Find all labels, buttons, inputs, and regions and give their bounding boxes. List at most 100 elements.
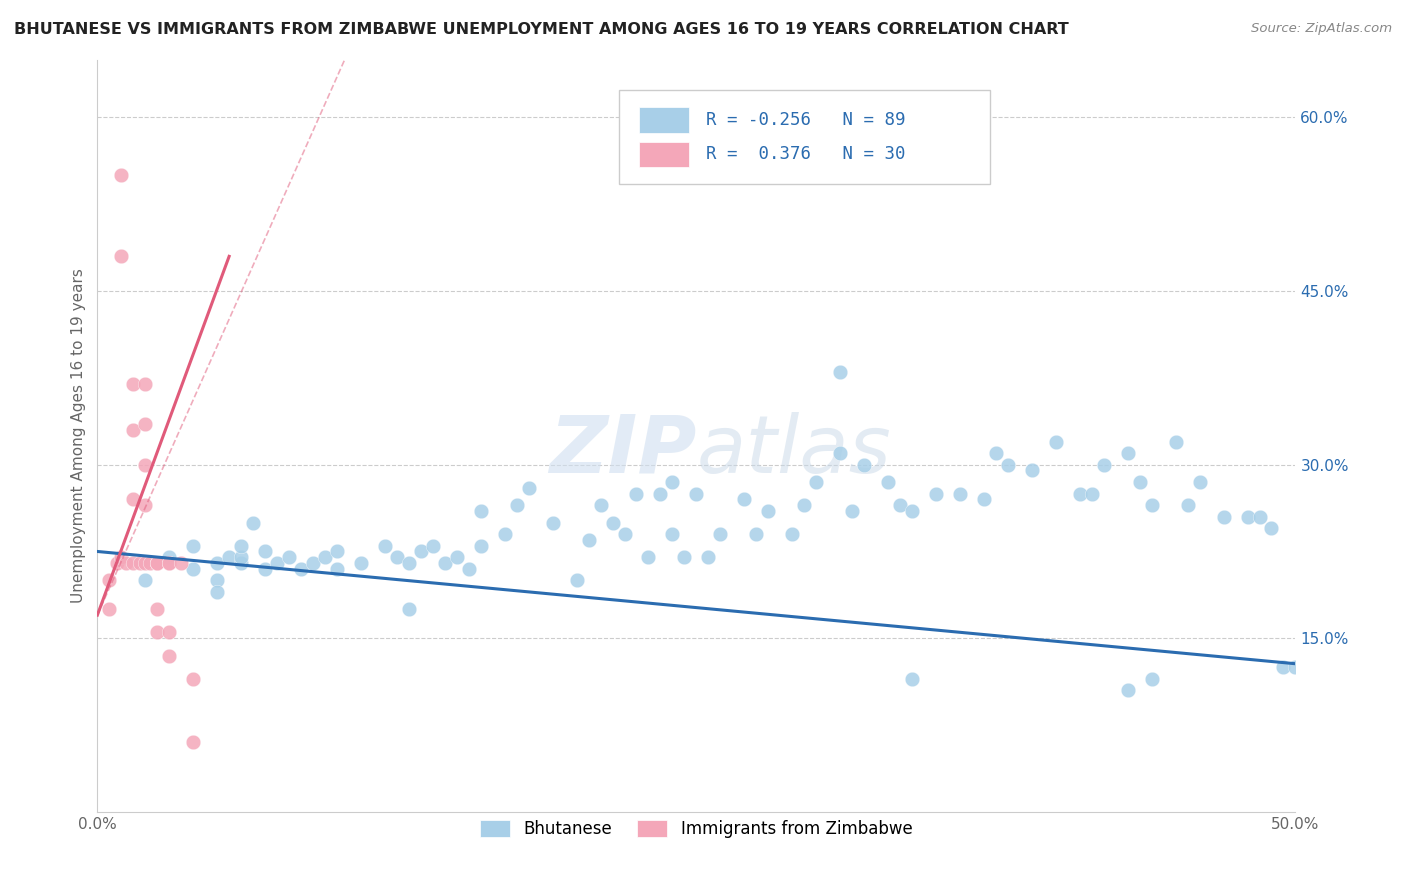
Point [1212, 509, 1234, 524]
Legend: Bhutanese, Immigrants from Zimbabwe: Bhutanese, Immigrants from Zimbabwe [474, 814, 920, 845]
Point [517, 481, 540, 495]
Point [1236, 509, 1258, 524]
Point [470, 504, 492, 518]
Point [350, 556, 373, 570]
Point [229, 550, 252, 565]
Point [146, 602, 169, 616]
Point [709, 527, 731, 541]
Point [1116, 446, 1139, 460]
Point [398, 602, 420, 616]
FancyBboxPatch shape [638, 107, 689, 133]
Point [181, 672, 204, 686]
Point [374, 539, 396, 553]
Point [973, 492, 995, 507]
Point [110, 169, 132, 183]
Point [122, 492, 145, 507]
Text: ZIP: ZIP [548, 412, 696, 490]
Point [326, 544, 349, 558]
Point [139, 556, 162, 570]
Point [637, 550, 659, 565]
Point [157, 625, 180, 640]
Point [129, 556, 152, 570]
Point [134, 376, 156, 391]
Point [398, 556, 420, 570]
Point [157, 556, 180, 570]
FancyBboxPatch shape [638, 142, 689, 167]
Point [1081, 486, 1104, 500]
Point [170, 556, 193, 570]
Point [122, 423, 145, 437]
Point [157, 550, 180, 565]
Point [541, 516, 564, 530]
Point [433, 556, 456, 570]
Point [1069, 486, 1091, 500]
Point [110, 550, 132, 565]
Point [115, 556, 138, 570]
Point [1284, 660, 1306, 674]
Point [830, 365, 852, 379]
Point [661, 475, 683, 489]
Point [626, 486, 648, 500]
Point [457, 562, 479, 576]
Point [1140, 498, 1163, 512]
Point [146, 556, 169, 570]
Y-axis label: Unemployment Among Ages 16 to 19 years: Unemployment Among Ages 16 to 19 years [72, 268, 86, 603]
Point [110, 249, 132, 263]
Point [1249, 509, 1271, 524]
Point [122, 556, 145, 570]
Point [1164, 434, 1187, 449]
Point [254, 562, 277, 576]
Point [841, 504, 863, 518]
Point [422, 539, 444, 553]
Point [134, 556, 156, 570]
Point [181, 735, 204, 749]
Point [122, 376, 145, 391]
Point [146, 625, 169, 640]
Point [685, 486, 707, 500]
Point [314, 550, 336, 565]
Point [1092, 458, 1115, 472]
Point [1272, 660, 1295, 674]
Point [157, 556, 180, 570]
Point [984, 446, 1007, 460]
Point [949, 486, 972, 500]
Point [302, 556, 325, 570]
Point [181, 539, 204, 553]
Point [997, 458, 1019, 472]
Point [613, 527, 636, 541]
Point [830, 446, 852, 460]
Text: atlas: atlas [696, 412, 891, 490]
Point [1045, 434, 1067, 449]
Point [1129, 475, 1152, 489]
Point [1260, 521, 1282, 535]
Point [385, 550, 408, 565]
Point [254, 544, 277, 558]
Point [242, 516, 264, 530]
Point [229, 539, 252, 553]
Point [578, 533, 600, 547]
Point [877, 475, 900, 489]
Point [181, 562, 204, 576]
Point [1188, 475, 1211, 489]
Point [494, 527, 516, 541]
Point [565, 574, 588, 588]
Point [889, 498, 911, 512]
Point [134, 458, 156, 472]
Point [1116, 683, 1139, 698]
Point [290, 562, 312, 576]
Point [602, 516, 624, 530]
Point [780, 527, 803, 541]
Point [661, 527, 683, 541]
Point [205, 574, 228, 588]
Point [266, 556, 288, 570]
Point [470, 539, 492, 553]
Point [853, 458, 876, 472]
Point [1021, 463, 1043, 477]
Point [697, 550, 720, 565]
Point [98, 602, 121, 616]
Point [901, 672, 924, 686]
Point [326, 562, 349, 576]
Point [925, 486, 948, 500]
Point [446, 550, 468, 565]
Point [98, 574, 121, 588]
